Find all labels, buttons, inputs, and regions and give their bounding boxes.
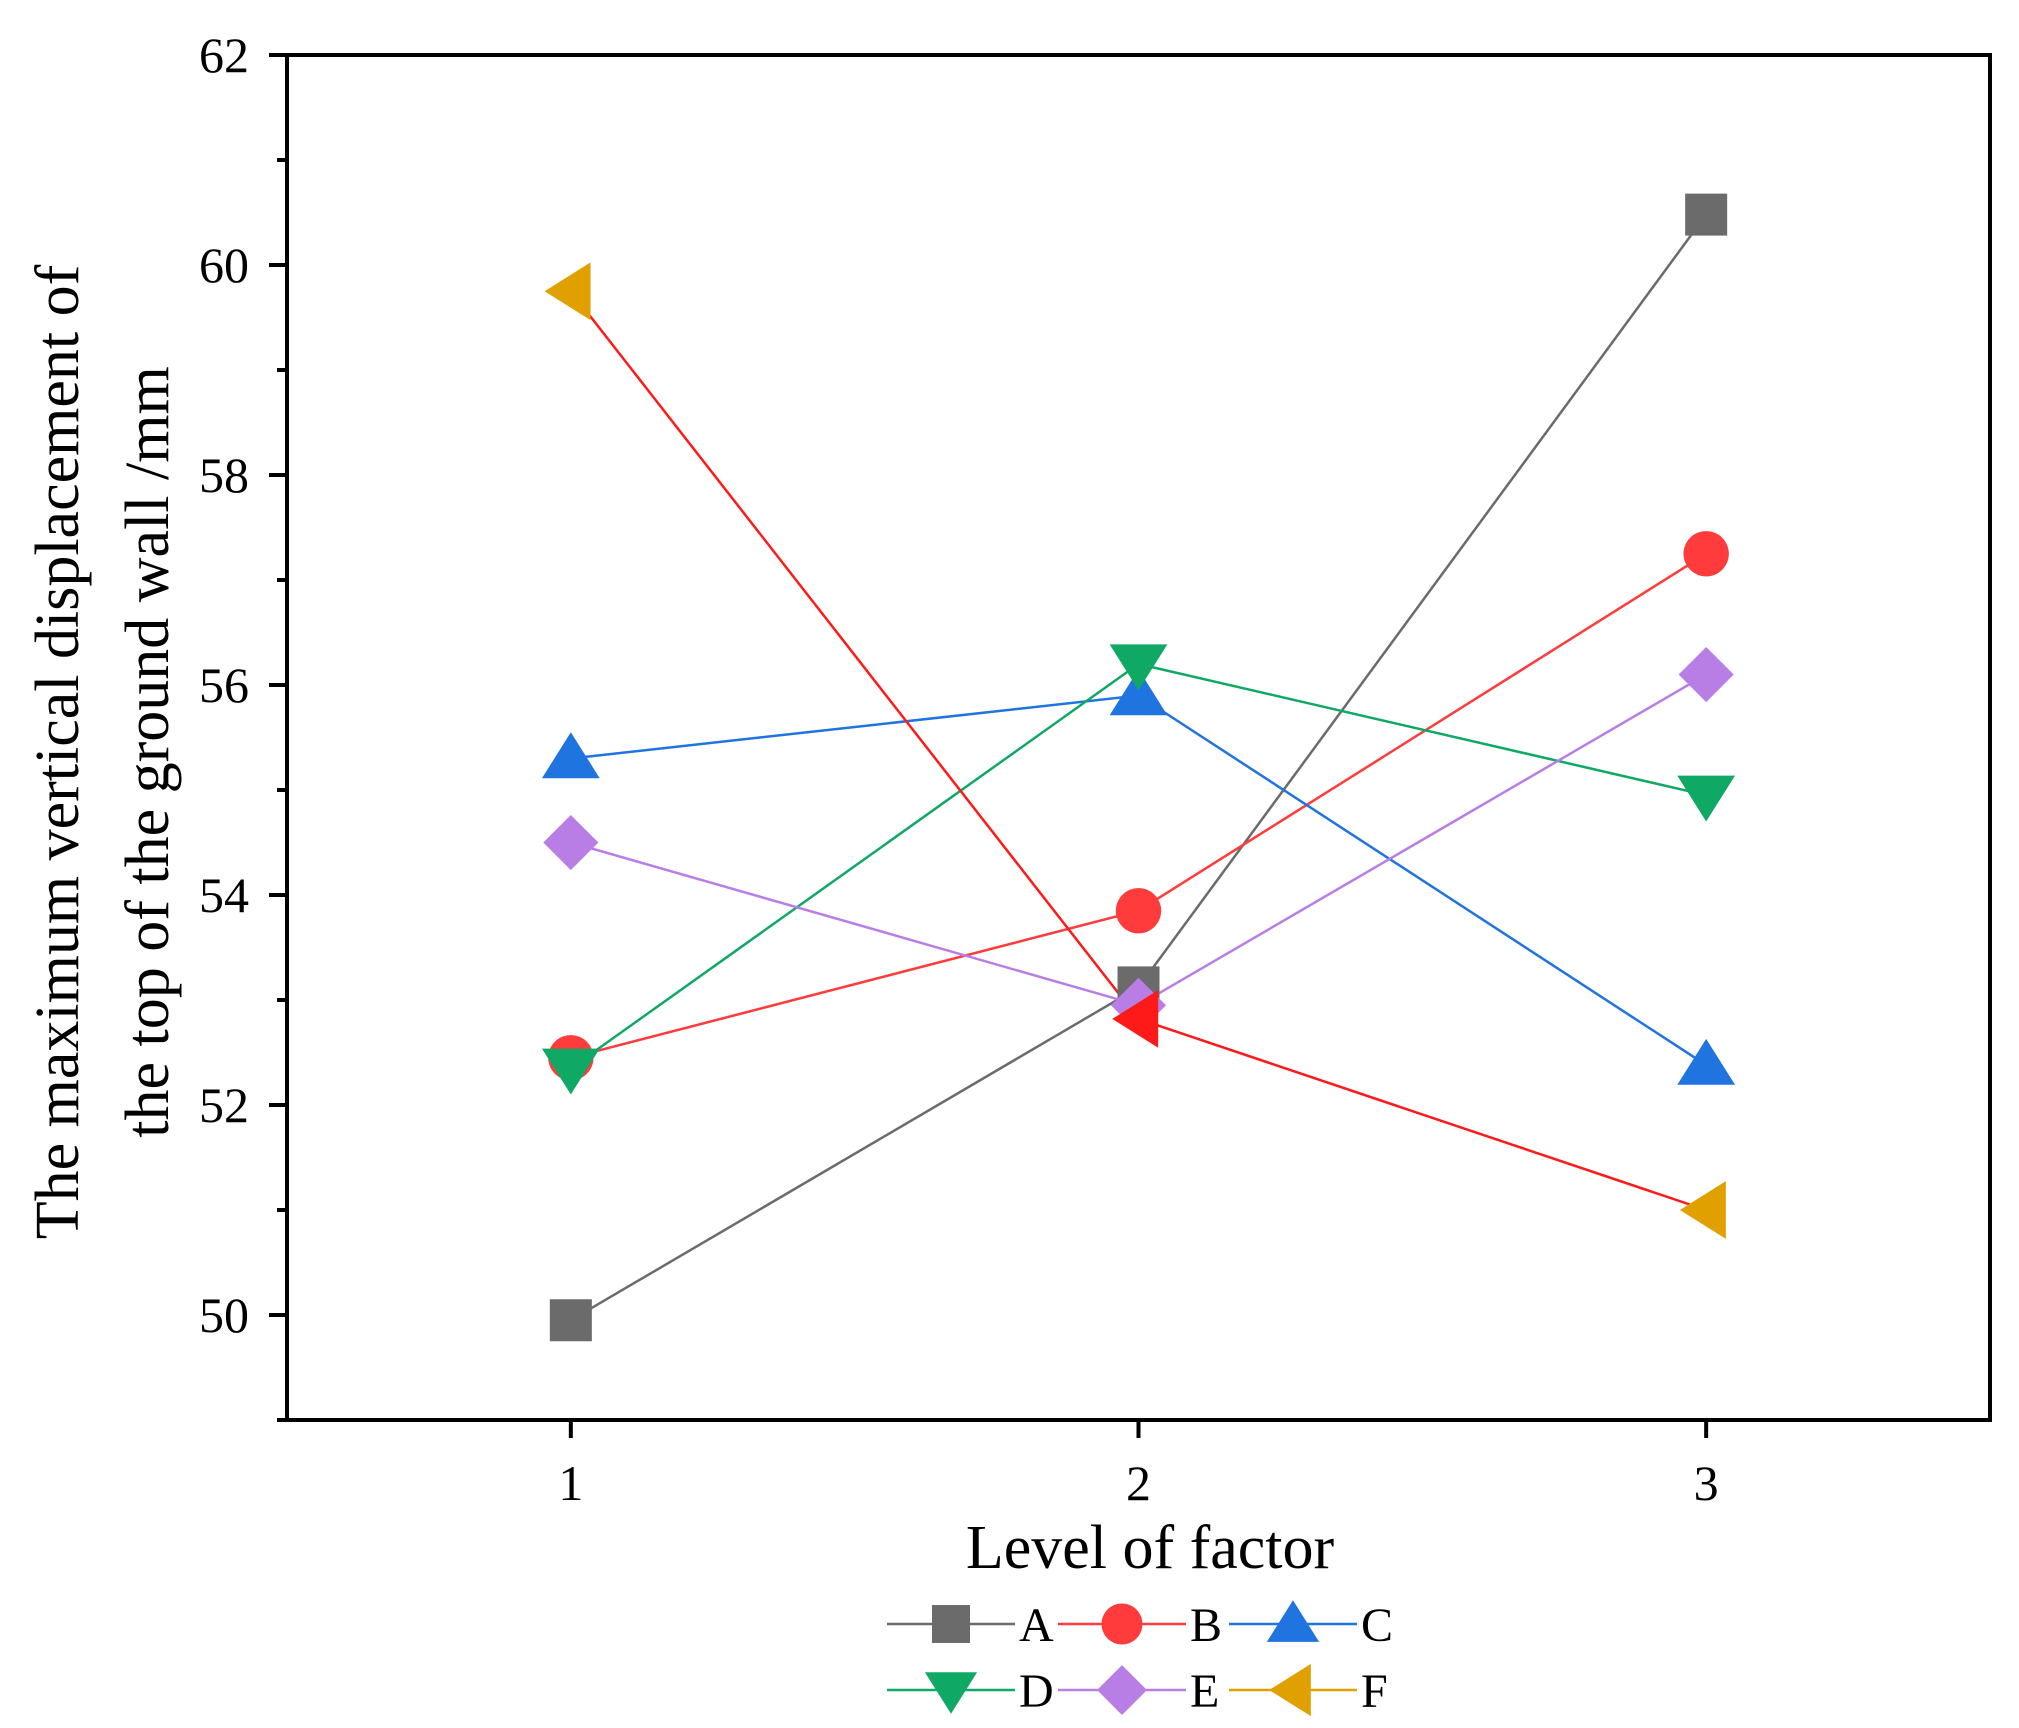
series-layer bbox=[541, 193, 1736, 1342]
legend-marker bbox=[924, 1672, 978, 1714]
legend-label: D bbox=[1019, 1665, 1054, 1718]
legend-marker bbox=[1097, 1665, 1147, 1715]
series-E-point bbox=[543, 814, 599, 871]
legend-label: C bbox=[1361, 1599, 1393, 1652]
legend-item-C: C bbox=[1229, 1599, 1393, 1652]
x-axis-title: Level of factor bbox=[966, 1514, 1335, 1582]
series-B-point bbox=[1683, 531, 1729, 577]
x-tick-label: 2 bbox=[1126, 1455, 1151, 1511]
legend-marker bbox=[1266, 1600, 1320, 1642]
y-tick-label: 50 bbox=[199, 1287, 249, 1343]
series-A-line bbox=[570, 213, 1708, 1322]
y-tick-label: 58 bbox=[199, 447, 249, 503]
series-A-point bbox=[549, 1299, 592, 1342]
series-C-point bbox=[1677, 1038, 1736, 1085]
x-axis: 1 2 3 bbox=[558, 1420, 1719, 1511]
legend-item-E: E bbox=[1058, 1665, 1219, 1718]
legend-item-A: A bbox=[887, 1599, 1054, 1652]
series-F-point bbox=[1679, 1181, 1726, 1239]
y-axis-title: The maximum vertical displacement of the… bbox=[24, 264, 182, 1239]
series-D-point bbox=[1109, 644, 1168, 691]
x-tick-label: 3 bbox=[1694, 1455, 1719, 1511]
legend-label: A bbox=[1019, 1599, 1054, 1652]
series-E-point bbox=[1678, 646, 1734, 703]
y-axis: 50 52 54 56 58 60 62 bbox=[199, 27, 287, 1422]
legend-label: B bbox=[1190, 1599, 1222, 1652]
y-axis-title-line-1: The maximum vertical displacement of bbox=[24, 264, 92, 1239]
series-D-point bbox=[541, 1048, 600, 1095]
y-tick-label: 60 bbox=[199, 237, 249, 293]
legend-label: E bbox=[1190, 1665, 1219, 1718]
series-C-point bbox=[1109, 669, 1168, 716]
legend-item-F: F bbox=[1229, 1663, 1388, 1718]
series-F-point bbox=[544, 262, 591, 321]
series-C-point bbox=[541, 732, 600, 779]
series-D-point bbox=[1677, 775, 1736, 822]
legend-item-B: B bbox=[1058, 1599, 1222, 1652]
y-tick-label: 52 bbox=[199, 1077, 249, 1133]
series-F-point bbox=[1112, 990, 1159, 1048]
y-tick-label: 54 bbox=[199, 867, 249, 923]
plot-frame bbox=[285, 53, 1992, 1422]
y-tick-label: 56 bbox=[199, 657, 249, 713]
legend-label: F bbox=[1361, 1665, 1388, 1718]
legend-marker bbox=[1101, 1603, 1143, 1645]
series-B-point bbox=[1115, 888, 1162, 934]
x-tick-label: 1 bbox=[558, 1455, 583, 1511]
y-axis-title-line-2: the top of the ground wall /mm bbox=[114, 366, 182, 1137]
legend-item-D: D bbox=[887, 1665, 1054, 1718]
y-tick-label: 62 bbox=[199, 27, 249, 83]
series-A-point bbox=[1685, 193, 1728, 236]
legend-marker bbox=[932, 1605, 970, 1643]
legend-marker bbox=[1269, 1663, 1311, 1717]
series-F-line bbox=[569, 290, 1707, 1212]
legend: A B C D E F bbox=[887, 1599, 1393, 1718]
